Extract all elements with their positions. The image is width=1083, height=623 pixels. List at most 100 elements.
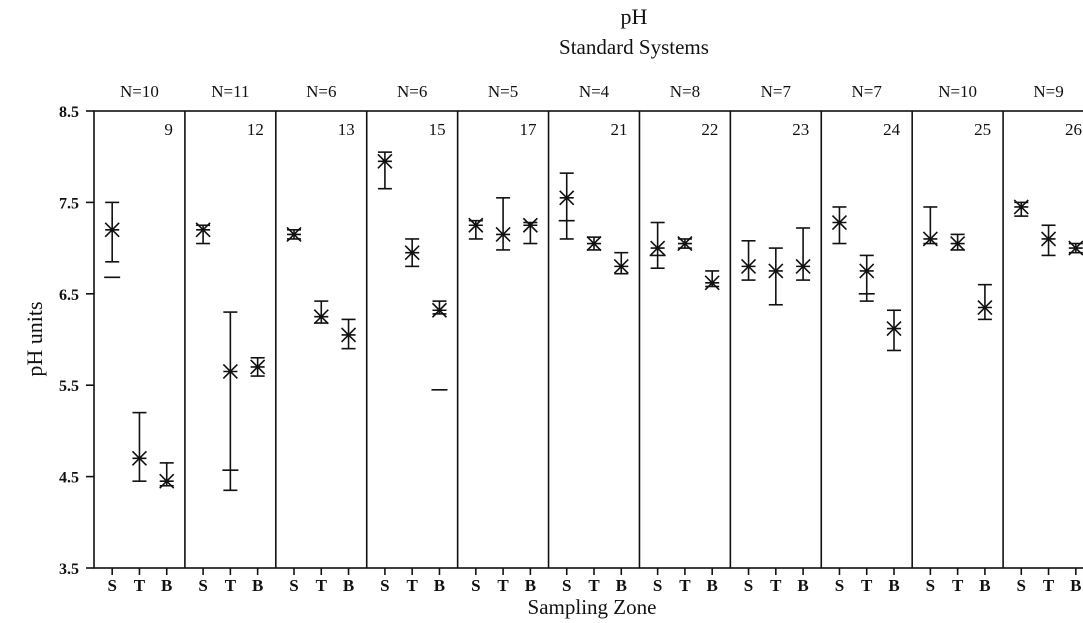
panel-id-label: 13 — [338, 120, 355, 139]
y-tick-label: 6.5 — [59, 287, 79, 304]
x-tick-label: B — [434, 576, 445, 595]
panel-id-label: 21 — [610, 120, 627, 139]
mean-marker — [131, 450, 148, 466]
x-tick-label: S — [653, 576, 662, 595]
mean-marker — [495, 226, 511, 242]
x-tick-label: T — [316, 576, 328, 595]
x-tick-label: T — [770, 576, 782, 595]
y-tick-label: 4.5 — [59, 470, 79, 487]
panel-n-label: N=10 — [120, 82, 159, 101]
x-tick-label: B — [252, 576, 263, 595]
mean-marker — [831, 214, 848, 231]
x-tick-label: T — [1043, 576, 1055, 595]
panel-id-label: 22 — [701, 120, 718, 139]
x-tick-label: S — [835, 576, 844, 595]
mean-marker — [404, 245, 420, 261]
plot-frame — [93, 110, 1083, 569]
x-tick-label: T — [952, 576, 964, 595]
panel-n-label: N=9 — [1033, 82, 1063, 101]
x-tick-label: T — [225, 576, 237, 595]
mean-marker — [859, 263, 875, 279]
y-tick-label: 5.5 — [59, 378, 79, 395]
panel-25: N=10 25 S T B — [911, 82, 993, 595]
mean-marker — [159, 473, 175, 489]
panel-n-label: N=7 — [852, 82, 883, 101]
mean-marker — [250, 359, 266, 375]
x-tick-label: B — [797, 576, 808, 595]
x-tick-label: B — [616, 576, 627, 595]
mean-marker — [1013, 199, 1029, 215]
panel-id-label: 9 — [164, 120, 173, 139]
mean-marker — [377, 153, 393, 169]
panel-id-label: 23 — [792, 120, 809, 139]
x-tick-label: S — [562, 576, 571, 595]
panel-n-label: N=10 — [938, 82, 977, 101]
y-tick-label: 7.5 — [59, 195, 79, 212]
x-tick-label: S — [471, 576, 480, 595]
panel-n-label: N=7 — [761, 82, 792, 101]
x-tick-label: S — [926, 576, 935, 595]
y-tick-label: 8.5 — [59, 104, 79, 121]
panel-n-label: N=5 — [488, 82, 518, 101]
x-tick-label: S — [107, 576, 116, 595]
mean-marker — [222, 363, 238, 380]
panel-12: N=11 12 S T B — [184, 82, 266, 595]
x-tick-label: B — [525, 576, 536, 595]
panel-id-label: 17 — [520, 120, 538, 139]
panel-n-label: N=4 — [579, 82, 610, 101]
panel-n-label: N=6 — [397, 82, 427, 101]
mean-marker — [677, 235, 693, 252]
panel-24: N=724 S T B — [820, 82, 902, 595]
x-tick-label: B — [161, 576, 172, 595]
x-tick-label: T — [134, 576, 146, 595]
panel-23: N=723 S T B — [729, 82, 811, 595]
x-tick-label: T — [588, 576, 600, 595]
x-tick-label: B — [888, 576, 899, 595]
panel-n-label: N=11 — [211, 82, 249, 101]
panel-n-label: N=6 — [306, 82, 336, 101]
mean-marker — [886, 320, 902, 337]
y-ticks: 8.5 7.5 6.5 5.5 4.5 3.5 — [59, 104, 94, 578]
mean-marker — [340, 327, 357, 343]
x-tick-label: B — [343, 576, 354, 595]
mean-marker — [795, 258, 811, 274]
panel-21: N=421 S T B — [547, 82, 629, 595]
x-tick-label: S — [289, 576, 298, 595]
mean-marker — [431, 302, 448, 318]
mean-marker — [704, 275, 720, 291]
x-tick-label: T — [407, 576, 419, 595]
mean-marker — [922, 231, 938, 247]
mean-marker — [195, 222, 211, 238]
panel-26: N=926 S T B — [1002, 82, 1083, 595]
panel-id-label: 15 — [429, 120, 446, 139]
panel-9: N=10 9 S T B — [104, 82, 175, 595]
panel-22: N=822 S T B — [638, 82, 720, 595]
mean-marker — [613, 258, 629, 274]
mean-marker — [950, 235, 966, 252]
mean-marker — [559, 190, 575, 206]
mean-marker — [1068, 240, 1083, 256]
x-tick-label: B — [979, 576, 990, 595]
x-tick-label: S — [198, 576, 207, 595]
x-tick-label: S — [380, 576, 389, 595]
mean-marker — [1040, 231, 1057, 247]
x-tick-label: T — [861, 576, 873, 595]
mean-marker — [977, 299, 993, 316]
chart-subtitle: Standard Systems — [559, 35, 709, 59]
mean-marker — [522, 217, 538, 233]
mean-marker — [468, 217, 484, 233]
chart-title: pH — [621, 4, 648, 29]
panel-id-label: 25 — [974, 120, 991, 139]
panel-n-label: N=8 — [670, 82, 700, 101]
x-axis-label: Sampling Zone — [528, 595, 657, 619]
panel-id-label: 12 — [247, 120, 264, 139]
x-tick-label: B — [707, 576, 718, 595]
y-axis-label: pH units — [22, 301, 47, 376]
mean-marker — [768, 263, 784, 279]
mean-marker — [586, 235, 602, 252]
panel-id-label: 26 — [1065, 120, 1082, 139]
x-tick-label: S — [1017, 576, 1026, 595]
mean-marker — [286, 226, 302, 242]
